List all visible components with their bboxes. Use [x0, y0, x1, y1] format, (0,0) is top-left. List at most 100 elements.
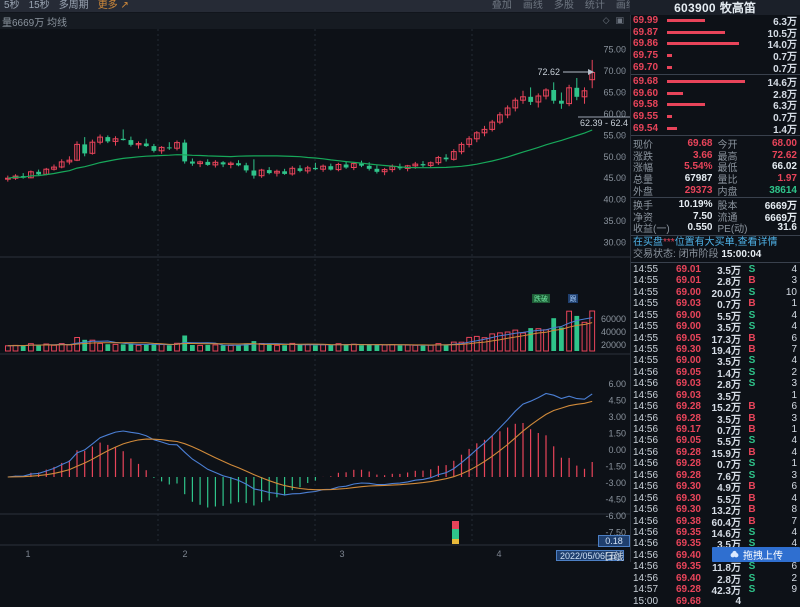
tick-count: 7 — [759, 516, 800, 527]
candle-body — [267, 170, 272, 173]
tick-price: 69.40 — [665, 550, 701, 561]
quote-value: 29373 — [661, 185, 716, 196]
tick-time: 14:56 — [631, 573, 665, 584]
volume-bar — [559, 328, 564, 352]
trading-status-time: 15:00:04 — [721, 249, 761, 260]
tick-time: 14:56 — [631, 527, 665, 538]
orderbook-bar — [667, 92, 683, 95]
toolbar-item-15s[interactable]: 15秒 — [29, 1, 50, 11]
diamond-icon[interactable]: ◇ — [603, 15, 610, 26]
tick-side: S — [745, 310, 759, 321]
orderbook-bar — [667, 127, 677, 130]
toolbar-item-more[interactable]: 更多 ↗ — [98, 1, 129, 11]
tick-count: 2 — [759, 367, 800, 378]
tick-time: 14:55 — [631, 310, 665, 321]
candle-body — [367, 166, 372, 169]
big-order-notice[interactable]: 在买盘***位置有大买单,查看详情 — [631, 237, 800, 249]
tick-count: 3 — [759, 275, 800, 286]
volume-axis-tick: 20000 — [601, 340, 626, 350]
tick-time: 14:56 — [631, 458, 665, 469]
orderbook-bar — [667, 31, 725, 34]
tick-side: S — [745, 264, 759, 275]
tick-count: 4 — [759, 321, 800, 332]
tick-count: 3 — [759, 378, 800, 389]
tick-count: 6 — [759, 401, 800, 412]
upload-button[interactable]: 拖拽上传 — [712, 547, 800, 562]
period-selector[interactable]: 日线 — [598, 548, 630, 562]
svg-text:跌破: 跌破 — [534, 294, 548, 303]
tick-price: 69.28 — [665, 401, 701, 412]
volume-bar — [313, 345, 318, 351]
big-order-notice-suffix: 位置有大买单,查看详情 — [675, 237, 778, 248]
chart-svg[interactable]: 72.62 62.39 - 62.4 跌破 跟 75.0070.0065.006… — [0, 29, 630, 544]
tick-side: B — [745, 401, 759, 412]
tick-time: 14:55 — [631, 275, 665, 286]
candle-body — [421, 164, 426, 165]
toolbar-item-5s[interactable]: 5秒 — [4, 1, 20, 11]
tick-side: S — [745, 367, 759, 378]
toolbar-item-multiperiod[interactable]: 多周期 — [59, 1, 89, 11]
volume-bar — [236, 345, 241, 351]
svg-text:72.62: 72.62 — [537, 67, 560, 77]
quote-cell: 收益(一)0.550 — [631, 220, 716, 235]
quote-label: 收益(一) — [631, 220, 661, 235]
candle-body — [559, 101, 564, 104]
time-axis-tick: 2 — [182, 549, 187, 559]
panel-icon[interactable]: ▣ — [615, 15, 624, 26]
volume-bar — [328, 345, 333, 351]
volume-ma-caption: 量6669万 均线 — [2, 14, 67, 29]
tag-breakdown[interactable]: 跌破 — [532, 294, 550, 303]
macd-axis-tick: 4.50 — [608, 396, 626, 406]
quote-cell: PE(动)31.6 — [716, 220, 800, 235]
tick-price: 69.35 — [665, 538, 701, 549]
volume-bar — [298, 345, 303, 351]
macd-axis-tick: 0.00 — [608, 445, 626, 455]
toolbar-item-draw[interactable]: 画线 — [523, 1, 543, 11]
toolbar-item-overlay[interactable]: 叠加 — [492, 1, 512, 11]
tick-count: 1 — [759, 298, 800, 309]
candle-body — [328, 166, 333, 169]
big-order-notice-prefix: 在买盘 — [633, 237, 663, 248]
volume-bar — [367, 345, 372, 352]
candle-body — [121, 139, 126, 140]
tick-price: 69.05 — [665, 367, 701, 378]
tag-follow[interactable]: 跟 — [568, 294, 578, 303]
tick-price: 69.35 — [665, 527, 701, 538]
orderbook-bar-wrap — [665, 27, 762, 38]
orderbook-bar — [667, 66, 672, 69]
quote-label: PE(动) — [716, 220, 746, 235]
orderbook-bar-wrap — [665, 99, 762, 110]
toolbar-item-multistock[interactable]: 多股 — [554, 1, 574, 11]
tick-side: B — [745, 344, 759, 355]
volume-bar — [252, 341, 257, 351]
tick-side: S — [745, 355, 759, 366]
tick-side: S — [745, 561, 759, 572]
tick-time: 14:56 — [631, 390, 665, 401]
toolbar-item-stats[interactable]: 统计 — [585, 1, 605, 11]
tick-time: 14:56 — [631, 435, 665, 446]
tick-count: 4 — [759, 447, 800, 458]
tick-time: 15:00 — [631, 596, 665, 607]
toolbar-left-group[interactable]: 5秒 15秒 多周期 更多 ↗ — [0, 1, 129, 11]
trading-status: 交易状态: 闭市阶段 15:00:04 — [631, 249, 800, 261]
tick-count: 1 — [759, 458, 800, 469]
tick-count: 3 — [759, 413, 800, 424]
volume-bar — [36, 345, 41, 351]
volume-bar — [375, 345, 380, 352]
tick-count: 4 — [759, 264, 800, 275]
tick-time: 14:56 — [631, 424, 665, 435]
orderbook-bar-wrap — [665, 88, 762, 99]
tick-price: 69.00 — [665, 287, 701, 298]
chart-tool-icons[interactable]: ◇ ▣ — [603, 15, 624, 26]
volume-bar — [551, 318, 556, 351]
